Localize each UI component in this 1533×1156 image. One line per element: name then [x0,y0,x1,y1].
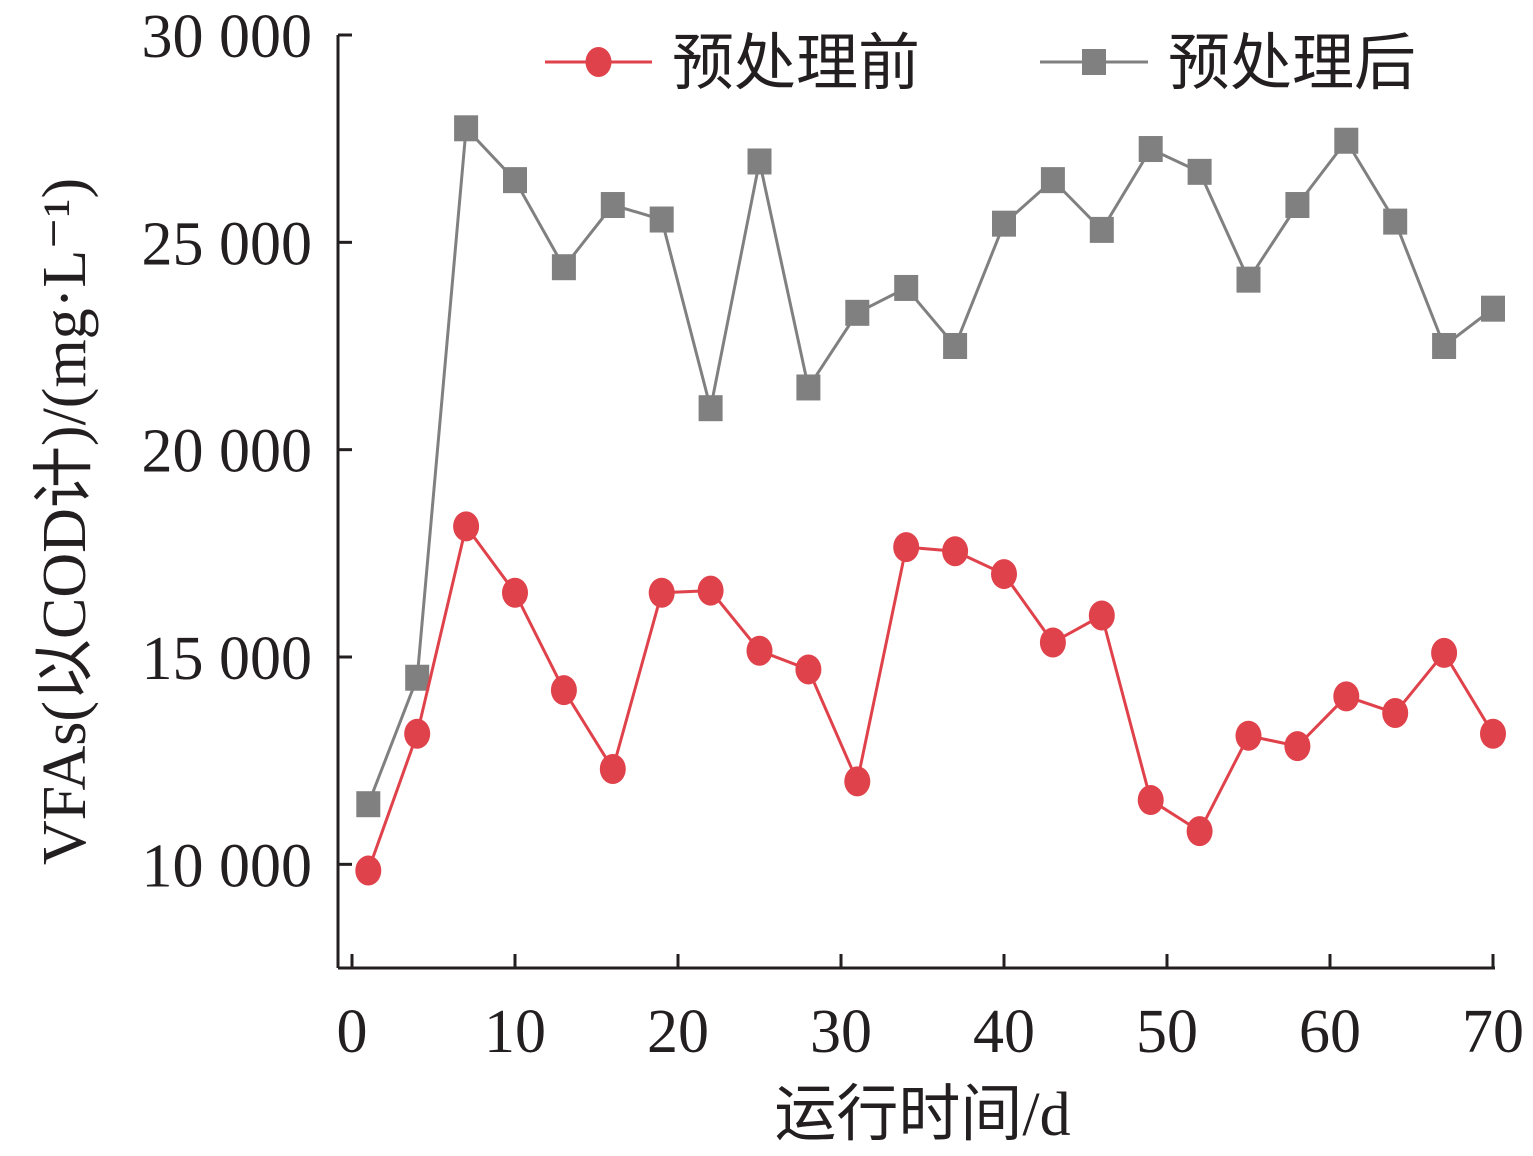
x-tick-label: 70 [1462,998,1524,1066]
data-point [746,635,773,666]
x-tick-label: 30 [810,998,872,1066]
x-tick-label: 50 [1136,998,1198,1066]
data-point [503,167,527,194]
y-axis-ticks: 10 000 15 000 20 000 25 000 30 000 [142,3,352,900]
data-point [550,675,577,706]
data-point [844,766,871,797]
data-point [1187,158,1212,185]
data-point [1431,637,1458,668]
data-point [1285,192,1310,219]
data-point [1088,600,1115,631]
data-point [1432,333,1457,359]
data-point [992,210,1016,237]
x-tick-label: 0 [337,998,368,1066]
x-tick-label: 60 [1299,998,1361,1066]
y-tick-label: 25 000 [142,210,313,278]
data-point [1235,720,1262,751]
data-point [453,511,480,542]
legend-label: 预处理后 [1168,30,1416,98]
series-line [366,522,1495,872]
x-axis-ticks: 0 10 20 30 40 50 60 70 [337,954,1524,1066]
data-point [404,718,431,749]
legend: 预处理前 预处理后 [545,30,1416,98]
legend-marker [1082,49,1106,75]
data-point [795,654,822,685]
data-point [894,274,919,301]
data-point [1089,216,1114,243]
data-point [1284,731,1311,762]
data-point [991,559,1017,590]
series-line [366,124,1494,805]
data-point [649,206,674,233]
data-point [893,532,920,563]
data-point [1383,208,1408,235]
data-point [1334,127,1359,154]
y-axis-title: VFAs(以COD计)/(mg·L⁻¹) [31,178,99,865]
data-point [356,791,381,818]
data-point [1480,718,1506,749]
data-point [1039,627,1066,658]
data-point [697,575,724,606]
data-point [942,536,969,567]
data-point [551,254,576,281]
data-point [1137,785,1164,816]
x-tick-label: 40 [973,998,1035,1066]
data-point [747,148,772,175]
data-point [599,753,626,784]
data-point [454,115,479,142]
x-tick-label: 10 [484,998,546,1066]
legend-marker [585,47,612,77]
y-tick-label: 10 000 [142,832,313,900]
axes [336,35,1495,970]
data-point [796,374,821,401]
y-tick-label: 20 000 [142,418,313,486]
y-tick-label: 30 000 [142,3,313,71]
data-point [943,333,968,359]
data-point [1382,697,1409,728]
data-point [698,395,723,422]
data-point [1481,295,1505,322]
series-layer [355,115,1506,886]
y-tick-label: 15 000 [142,625,313,693]
data-point [405,664,430,691]
data-point [648,577,675,608]
data-point [1236,266,1261,293]
data-point [1040,167,1065,194]
data-point [355,855,382,886]
data-point [600,192,625,219]
data-point [502,577,528,608]
x-tick-label: 20 [647,998,709,1066]
x-axis-title: 运行时间/d [774,1081,1070,1149]
data-point [1138,136,1163,163]
data-point [1333,681,1360,712]
data-point [845,299,870,326]
legend-label: 预处理前 [672,30,920,98]
data-point [1186,816,1213,847]
